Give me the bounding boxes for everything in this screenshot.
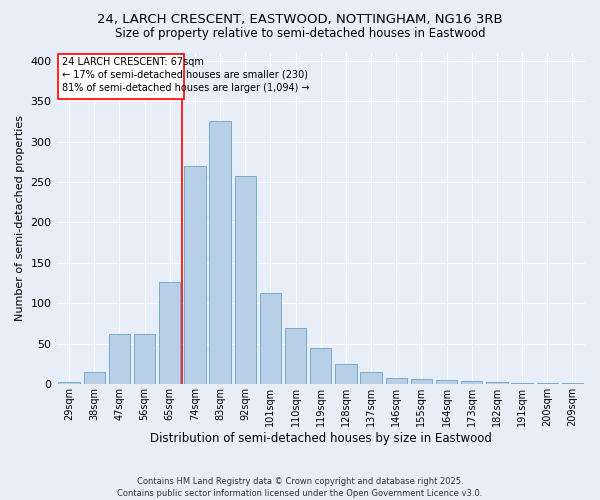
Bar (134, 334, 155, 384)
Text: Size of property relative to semi-detached houses in Eastwood: Size of property relative to semi-detach… (115, 28, 485, 40)
Bar (562, 382, 583, 384)
Bar (461, 381, 482, 384)
Bar (83, 372, 105, 384)
Y-axis label: Number of semi-detached properties: Number of semi-detached properties (15, 116, 25, 322)
Bar (411, 380, 432, 384)
Bar (209, 122, 231, 384)
Text: 24 LARCH CRESCENT: 67sqm
← 17% of semi-detached houses are smaller (230)
81% of : 24 LARCH CRESCENT: 67sqm ← 17% of semi-d… (62, 56, 309, 93)
Bar (58, 382, 80, 384)
Bar (436, 380, 457, 384)
Bar (486, 382, 508, 384)
Bar (285, 328, 307, 384)
Text: Contains HM Land Registry data © Crown copyright and database right 2025.
Contai: Contains HM Land Registry data © Crown c… (118, 476, 482, 498)
Bar (235, 176, 256, 384)
Bar (335, 364, 356, 384)
Bar (386, 378, 407, 384)
Bar (159, 282, 181, 385)
FancyBboxPatch shape (58, 54, 184, 100)
Bar (184, 166, 206, 384)
Bar (260, 293, 281, 384)
Bar (109, 334, 130, 384)
Bar (361, 372, 382, 384)
Bar (310, 348, 331, 385)
X-axis label: Distribution of semi-detached houses by size in Eastwood: Distribution of semi-detached houses by … (150, 432, 492, 445)
Text: 24, LARCH CRESCENT, EASTWOOD, NOTTINGHAM, NG16 3RB: 24, LARCH CRESCENT, EASTWOOD, NOTTINGHAM… (97, 12, 503, 26)
